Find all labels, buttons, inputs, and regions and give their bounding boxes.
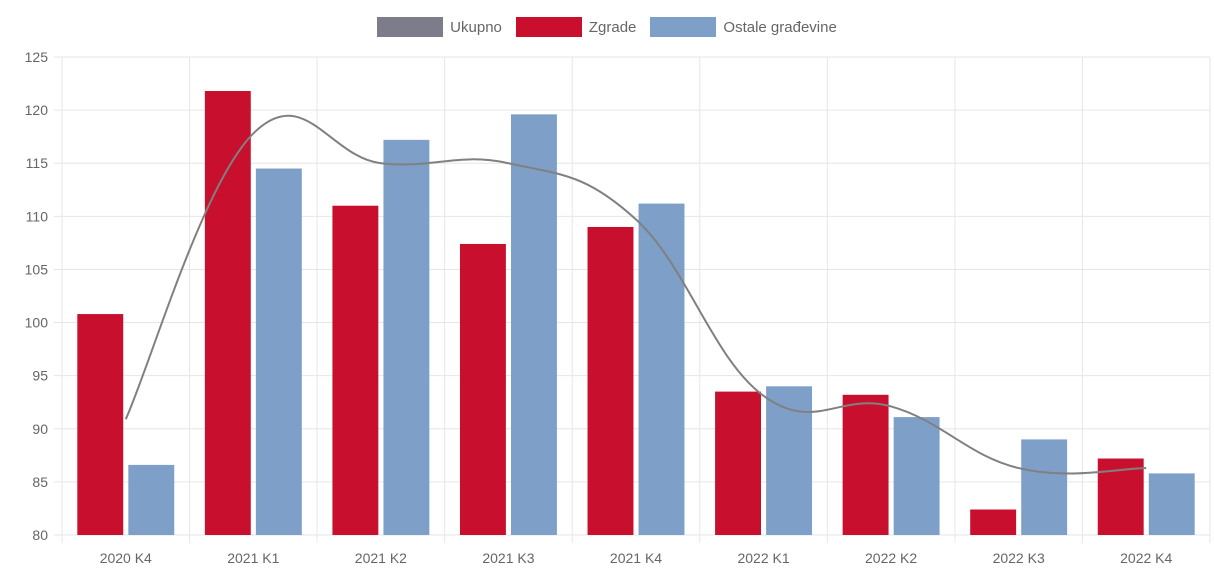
bar-zgrade [842, 394, 889, 535]
legend-item-ukupno[interactable]: Ukupno [377, 17, 502, 37]
x-tick-label: 2021 K3 [482, 550, 534, 566]
x-tick-label: 2022 K1 [737, 550, 789, 566]
y-tick-label: 115 [26, 155, 49, 171]
line-ukupno [124, 114, 1147, 475]
legend-label-zgrade: Zgrade [588, 18, 637, 36]
bar-ostale-gradevine [383, 139, 430, 535]
y-tick-label: 120 [25, 102, 49, 118]
lines [124, 114, 1147, 475]
x-tick-label: 2021 K4 [610, 550, 662, 566]
y-tick-label: 100 [25, 315, 49, 331]
bar-zgrade [970, 509, 1017, 535]
legend-swatch-ostale-gradevine [650, 17, 717, 37]
legend-swatch-zgrade [515, 17, 582, 37]
bar-ostale-gradevine [1148, 473, 1195, 535]
x-tick-label: 2022 K2 [865, 550, 917, 566]
x-tick-label: 2022 K3 [993, 550, 1045, 566]
x-tick-label: 2020 K4 [100, 550, 152, 566]
legend-item-zgrade[interactable]: Zgrade [515, 17, 637, 37]
legend-label-ostale-gradevine: Ostale građevine [723, 18, 837, 36]
legend-label-ukupno: Ukupno [450, 18, 502, 36]
x-tick-label: 2021 K1 [227, 550, 279, 566]
y-axis-ticks: 80 85 90 95 100 105 110 115 120 125 [25, 49, 49, 543]
bar-ostale-gradevine [255, 168, 302, 536]
x-tick-label: 2022 K4 [1120, 550, 1172, 566]
legend-swatch-ukupno [377, 17, 444, 37]
bars [77, 90, 1195, 536]
bar-zgrade [587, 226, 634, 535]
bar-zgrade [204, 90, 251, 535]
bar-zgrade [332, 205, 379, 535]
bar-ostale-gradevine [638, 203, 685, 535]
bar-ostale-gradevine [128, 464, 175, 535]
y-tick-label: 110 [26, 208, 49, 224]
y-tick-label: 85 [32, 474, 48, 490]
legend-item-ostale-gradevine[interactable]: Ostale građevine [650, 17, 837, 37]
y-tick-label: 125 [25, 49, 49, 65]
y-tick-label: 80 [32, 527, 48, 543]
bar-ostale-gradevine [1021, 439, 1068, 535]
y-tick-label: 105 [25, 261, 49, 277]
legend: Ukupno Zgrade Ostale građevine [0, 17, 1214, 37]
bar-ostale-gradevine [510, 114, 557, 536]
bar-ostale-gradevine [893, 417, 940, 535]
x-tick-label: 2021 K2 [355, 550, 407, 566]
bar-zgrade [715, 391, 762, 535]
bar-zgrade [77, 314, 124, 535]
y-tick-label: 90 [32, 421, 48, 437]
bar-zgrade [459, 243, 506, 535]
y-tick-label: 95 [32, 368, 48, 384]
x-axis-ticks: 2020 K4 2021 K1 2021 K2 2021 K3 2021 K4 2022 … [100, 550, 1173, 566]
